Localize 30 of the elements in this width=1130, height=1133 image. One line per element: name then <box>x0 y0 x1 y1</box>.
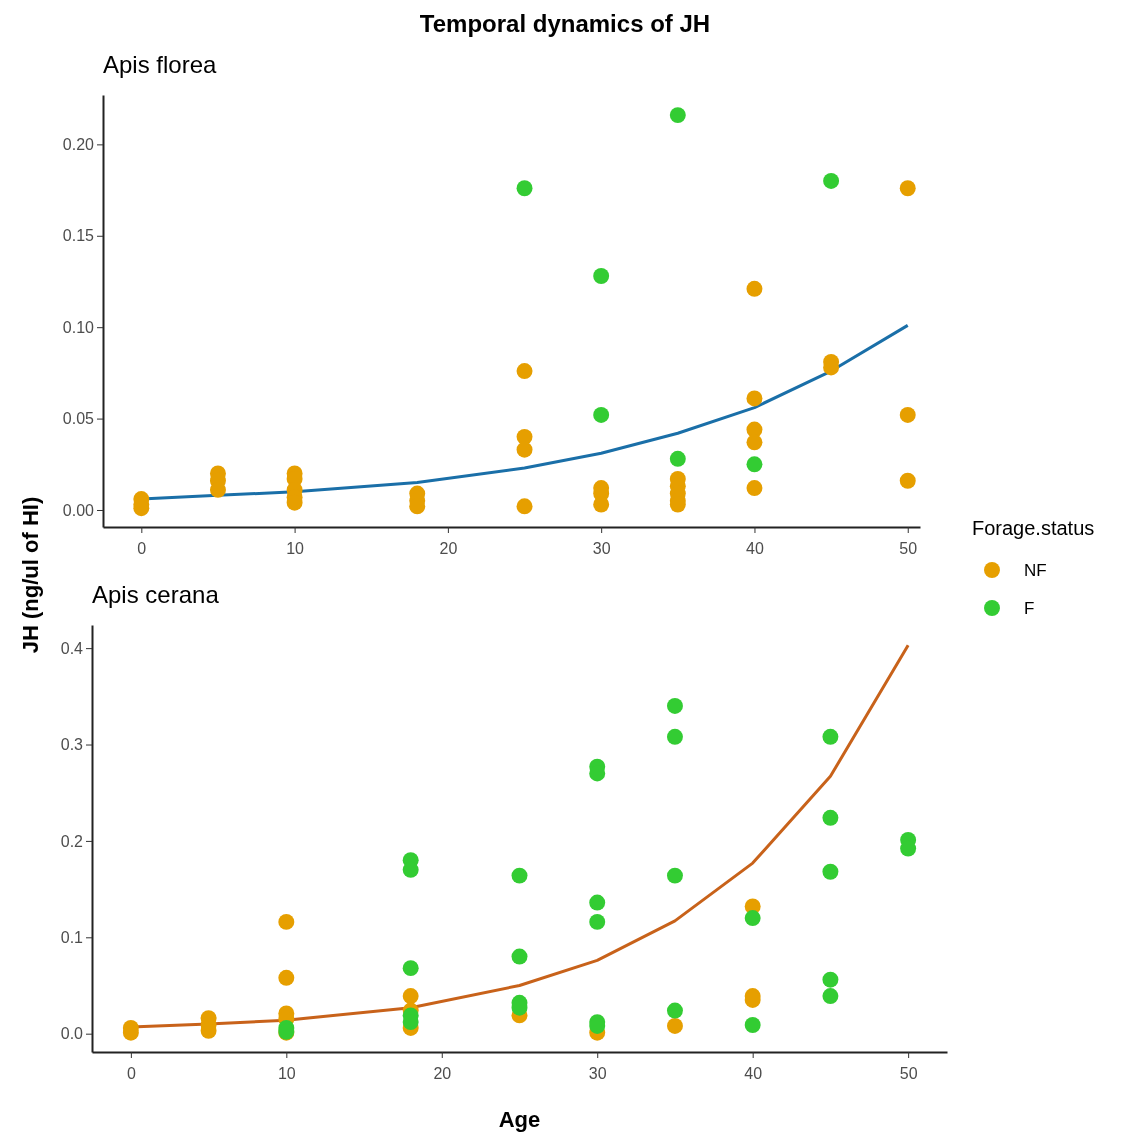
chart-title: Apis cerana <box>92 581 220 608</box>
y-tick-label: 0.10 <box>62 318 95 336</box>
chart-title: Temporal dynamics of JH <box>419 10 711 37</box>
x-tick-label: 20 <box>433 1064 452 1082</box>
x-tick-label: 40 <box>744 1064 763 1082</box>
x-tick-label: 0 <box>126 1064 136 1082</box>
y-tick-label: 0.1 <box>60 928 84 946</box>
x-tick-label: 0 <box>137 539 147 557</box>
x-axis-title: Age <box>498 1107 541 1132</box>
y-axis-title: JH (ng/ul of HI) <box>18 496 43 654</box>
y-tick-label: 0.4 <box>60 639 84 657</box>
y-tick-label: 0.00 <box>62 501 95 519</box>
x-tick-label: 30 <box>588 1064 607 1082</box>
y-tick-label: 0.15 <box>62 227 95 245</box>
chart-subtitle: Apis florea <box>103 51 218 78</box>
x-tick-label: 50 <box>899 1064 918 1082</box>
x-tick-label: 20 <box>439 539 458 557</box>
x-tick-label: 40 <box>746 539 764 557</box>
legend-label: F <box>1024 599 1035 618</box>
legend-title: Forage.status <box>972 517 1095 539</box>
x-tick-label: 10 <box>277 1064 296 1082</box>
x-tick-label: 50 <box>899 539 918 557</box>
legend-label: NF <box>1024 561 1047 580</box>
y-tick-label: 0.3 <box>60 736 84 754</box>
x-tick-label: 30 <box>592 539 611 557</box>
y-tick-label: 0.20 <box>62 135 95 153</box>
y-tick-label: 0.0 <box>60 1025 84 1043</box>
y-tick-label: 0.2 <box>60 832 84 850</box>
x-tick-label: 10 <box>286 539 305 557</box>
y-tick-label: 0.05 <box>62 410 95 428</box>
